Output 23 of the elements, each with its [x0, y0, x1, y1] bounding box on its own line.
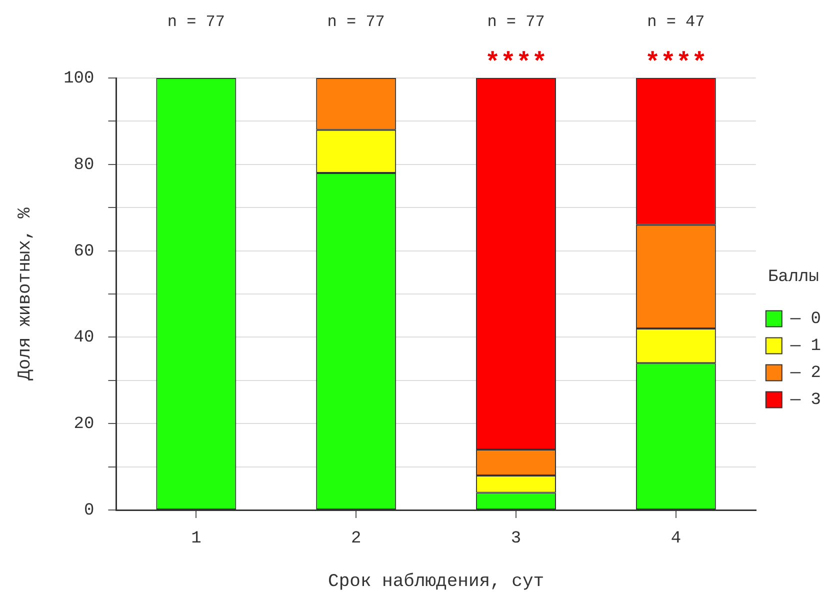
y-tick-label: 60 [74, 242, 94, 262]
legend-label: — 1 [789, 337, 822, 356]
x-tick-label: 4 [670, 530, 682, 549]
text: n = 77 [167, 13, 225, 32]
annotation: **** [484, 48, 548, 78]
y-tick-label: 0 [84, 502, 94, 520]
y-axis-title: Доля животных, % [16, 207, 36, 380]
y-tick-label: 100 [64, 70, 94, 88]
legend-label: — 0 [789, 310, 822, 330]
legend-label: — 2 [789, 364, 822, 384]
text: n = 77 [487, 13, 545, 32]
text: n = 77 [327, 13, 385, 32]
annotation: **** [644, 48, 708, 78]
y-tick-label: 20 [74, 415, 94, 434]
text: n = 47 [647, 13, 705, 32]
x-tick-label: 3 [510, 530, 522, 549]
legend-label: — 3 [789, 391, 822, 410]
x-axis-title: Срок наблюдения, сут [328, 572, 544, 592]
y-tick-label: 80 [74, 156, 94, 175]
x-tick-label: 1 [191, 530, 202, 549]
y-tick-label: 40 [74, 328, 94, 348]
legend-title: Баллы [768, 268, 819, 287]
x-tick-label: 2 [350, 530, 362, 549]
